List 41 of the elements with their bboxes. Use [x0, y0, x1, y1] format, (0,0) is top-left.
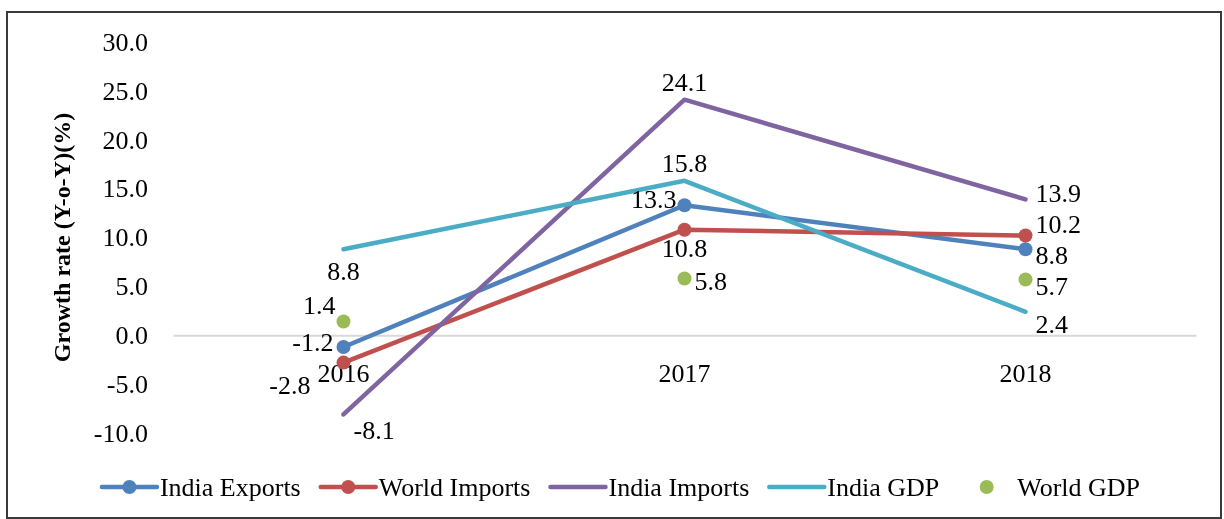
y-tick-label: 25.0 [102, 76, 148, 106]
data-label: 5.8 [694, 267, 727, 297]
x-tick-label: 2018 [999, 358, 1052, 388]
data-label: 24.1 [661, 68, 708, 98]
y-tick-label: 30.0 [102, 27, 148, 57]
data-label: 8.8 [327, 256, 360, 286]
data-label: 10.2 [1035, 210, 1081, 240]
point [1018, 272, 1033, 287]
point [677, 222, 692, 237]
y-tick-label: 5.0 [115, 272, 148, 302]
legend-label: India GDP [827, 472, 940, 502]
y-tick-label: -5.0 [106, 369, 148, 399]
point [336, 339, 351, 354]
x-tick-label: 2017 [658, 358, 711, 388]
point [336, 314, 351, 329]
data-label: -1.2 [292, 328, 334, 358]
legend-label: India Imports [608, 472, 750, 502]
x-tick-label: 2016 [317, 358, 370, 388]
y-tick-label: 10.0 [102, 223, 148, 253]
y-tick-label: 15.0 [102, 174, 148, 204]
legend-label: World GDP [1017, 472, 1141, 502]
data-label: 13.3 [631, 184, 677, 214]
y-tick-label: -10.0 [93, 418, 148, 448]
data-label: 10.8 [661, 234, 708, 264]
data-label: 8.8 [1035, 240, 1068, 270]
data-label: 13.9 [1035, 178, 1081, 208]
y-axis-title: Growth rate (Y-o-Y)(%) [49, 112, 75, 363]
legend-label: World Imports [378, 472, 531, 502]
data-label: 2.4 [1035, 310, 1068, 340]
y-tick-label: 0.0 [115, 321, 148, 351]
data-label: -2.8 [269, 371, 311, 401]
data-label: 5.7 [1035, 272, 1068, 302]
point [677, 271, 692, 286]
data-label: -8.1 [353, 415, 395, 445]
point [677, 198, 692, 213]
y-tick-label: 20.0 [102, 125, 148, 155]
legend-label: India Exports [159, 472, 301, 502]
point [1018, 242, 1033, 257]
data-label: 1.4 [303, 291, 336, 321]
point [1018, 228, 1033, 243]
data-label: 15.8 [661, 149, 708, 179]
